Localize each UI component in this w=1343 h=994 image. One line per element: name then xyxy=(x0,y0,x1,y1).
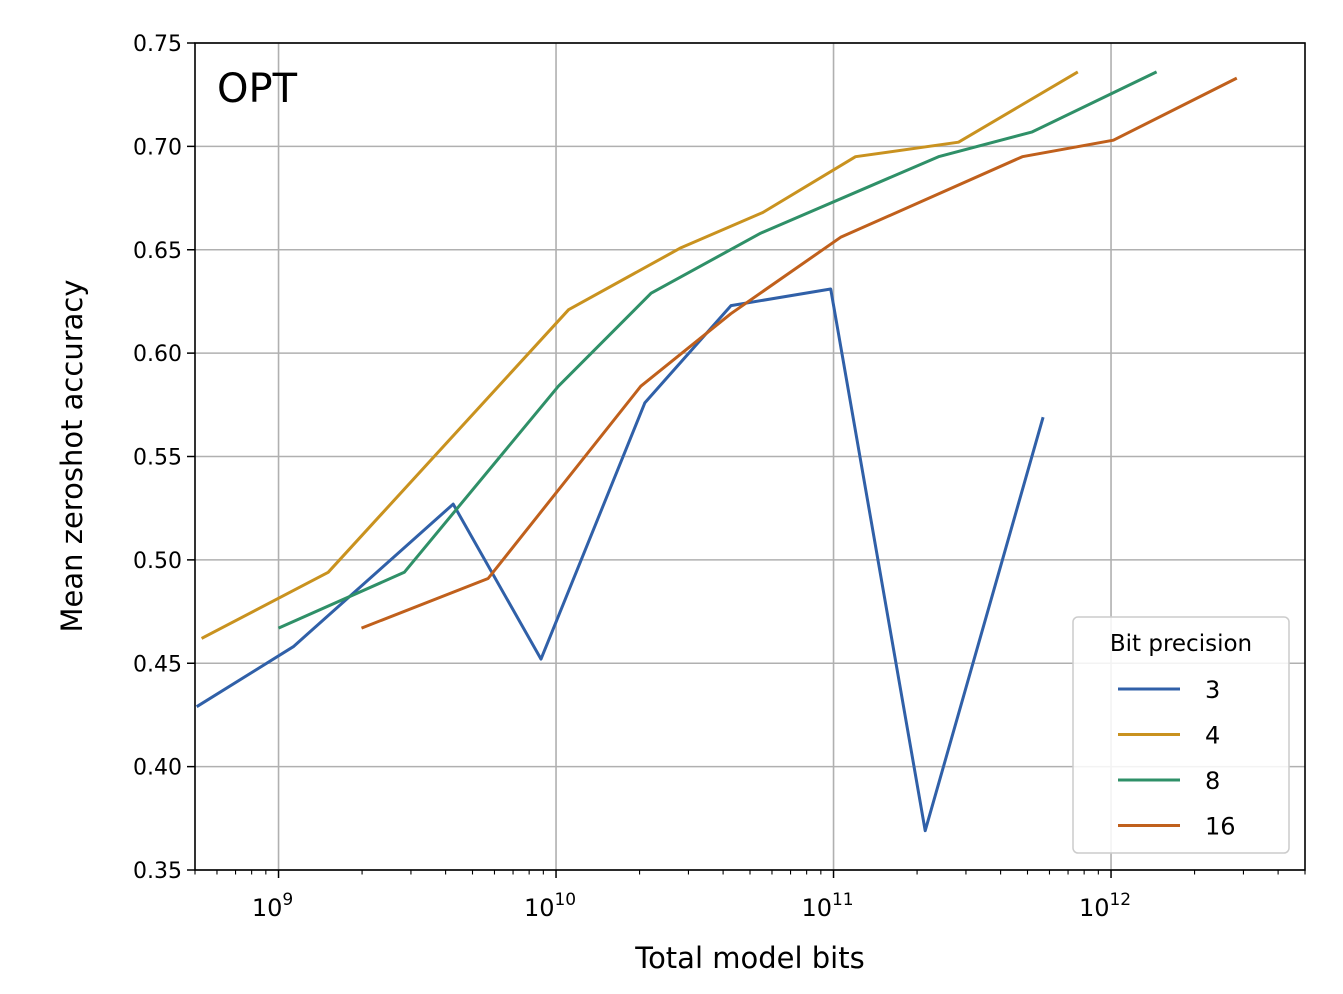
x-tick-label: 1012 xyxy=(1079,890,1131,922)
series-line-4 xyxy=(200,70,1079,640)
y-tick-label: 0.65 xyxy=(133,239,182,264)
y-tick-label: 0.50 xyxy=(133,549,182,574)
y-axis-label: Mean zeroshot accuracy xyxy=(55,280,89,633)
y-tick-label: 0.75 xyxy=(133,32,182,57)
y-tick-label: 0.55 xyxy=(133,446,182,471)
legend-box xyxy=(1072,616,1290,854)
legend: Bit precision 3 4 8 16 xyxy=(1072,616,1290,854)
y-tick-label: 0.45 xyxy=(133,652,182,677)
y-tick-label: 0.70 xyxy=(133,135,182,160)
legend-label-3: 3 xyxy=(1205,676,1220,704)
x-tick-label: 109 xyxy=(252,890,293,922)
x-tick-label: 1010 xyxy=(524,890,576,922)
x-tick-label: 1011 xyxy=(801,890,853,922)
series-lines xyxy=(195,70,1238,833)
legend-label-8: 8 xyxy=(1205,767,1220,795)
chart-title: OPT xyxy=(217,66,298,112)
axis-ticks: 0.35 0.40 0.45 0.50 0.55 0.60 0.65 0.70 0.75 109 1… xyxy=(133,32,1306,922)
series-line-16 xyxy=(360,76,1238,630)
y-tick-label: 0.40 xyxy=(133,756,182,781)
legend-title: Bit precision xyxy=(1110,631,1252,657)
legend-label-4: 4 xyxy=(1205,722,1220,750)
legend-label-16: 16 xyxy=(1205,813,1236,841)
x-axis-label: Total model bits xyxy=(634,941,864,975)
y-tick-label: 0.60 xyxy=(133,342,182,367)
y-tick-label: 0.35 xyxy=(133,859,182,884)
series-line-8 xyxy=(277,70,1158,630)
